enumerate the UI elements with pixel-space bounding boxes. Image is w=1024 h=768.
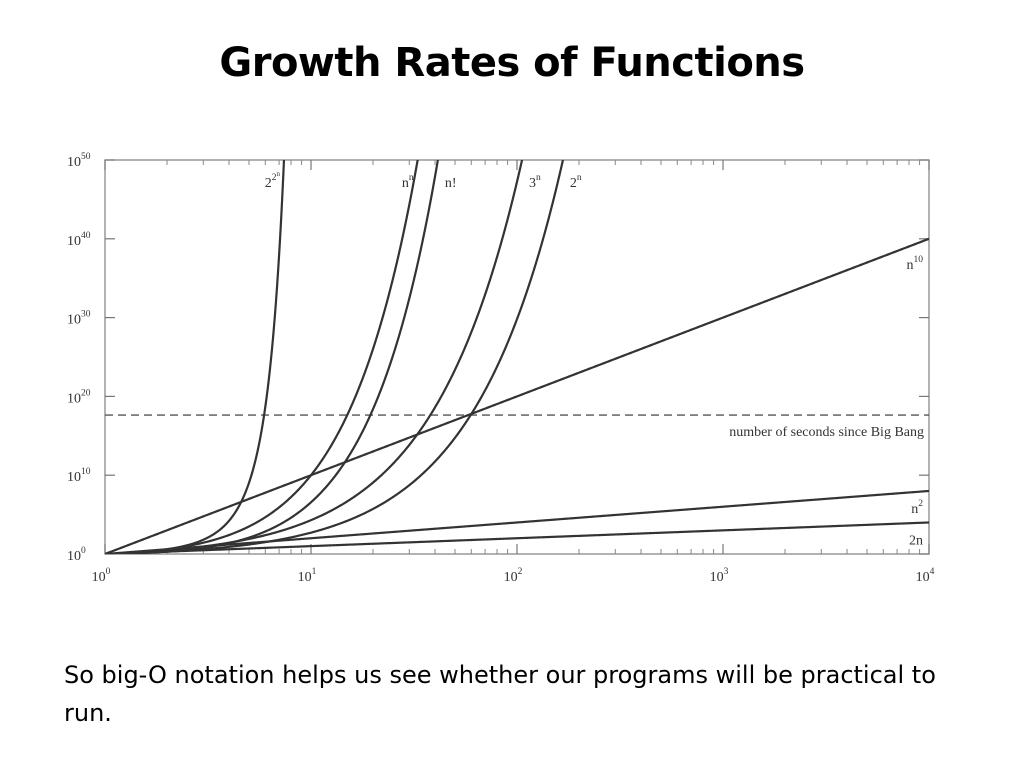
x-tick-label-4-base: 10 xyxy=(916,570,930,585)
series-label-lin2: 2n xyxy=(909,533,923,548)
x-tick-label-3: 103 xyxy=(710,567,729,585)
y-tick-label-20: 1020 xyxy=(67,388,91,406)
series-label-base-fact: n! xyxy=(445,176,457,191)
series-label-sup-n2: 2 xyxy=(918,499,923,509)
series-line-n10 xyxy=(105,237,929,554)
series-label-nn: nn xyxy=(402,173,414,191)
series-line-exp2 xyxy=(105,160,565,554)
y-tick-label-40: 1040 xyxy=(67,231,91,249)
x-tick-label-3-base: 10 xyxy=(710,570,724,585)
series-line-n2 xyxy=(105,489,929,554)
y-tick-label-30-base: 10 xyxy=(67,313,81,328)
reference-layer: number of seconds since Big Bang xyxy=(105,414,929,440)
y-tick-label-50-exp: 50 xyxy=(81,152,91,162)
y-tick-label-0-base: 10 xyxy=(67,549,81,564)
y-tick-label-30-exp: 30 xyxy=(81,310,91,320)
plot-frame xyxy=(104,159,930,555)
x-tick-label-2: 102 xyxy=(504,567,523,585)
x-tick-label-1-base: 10 xyxy=(298,570,312,585)
series-label-sup-exp3: n xyxy=(536,173,541,183)
x-tick-label-1-exp: 1 xyxy=(312,567,317,577)
series-label-sup-exp2: n xyxy=(577,173,582,183)
series-line-lin2 xyxy=(105,521,929,554)
x-tick-label-0-exp: 0 xyxy=(106,567,111,577)
series-label-base-exp2: 2 xyxy=(570,176,577,191)
y-tick-label-10-exp: 10 xyxy=(81,467,91,477)
y-tick-label-10: 1010 xyxy=(67,467,91,485)
series-curves xyxy=(105,160,929,554)
x-tick-label-0-base: 10 xyxy=(92,570,106,585)
series-label-base-exp3: 3 xyxy=(529,176,536,191)
y-tick-label-50-base: 10 xyxy=(67,155,81,170)
y-tick-label-50: 1050 xyxy=(67,152,91,170)
series-label-base-lin2: 2n xyxy=(909,533,923,548)
x-tick-label-4: 104 xyxy=(916,567,935,585)
series-line-nn xyxy=(105,160,419,554)
series-label-n10: n10 xyxy=(907,255,924,273)
x-tick-label-2-exp: 2 xyxy=(518,567,523,577)
x-tick-label-0: 100 xyxy=(92,567,111,585)
y-tick-label-40-base: 10 xyxy=(67,234,81,249)
x-tick-label-2-base: 10 xyxy=(504,570,518,585)
series-label-sup-n10: 10 xyxy=(914,255,924,265)
series-line-exp3 xyxy=(105,160,524,554)
series-label-sup-doubleexp: 2 xyxy=(272,173,277,183)
y-tick-label-30: 1030 xyxy=(67,310,91,328)
y-tick-label-40-exp: 40 xyxy=(81,231,91,241)
series-label-base-n2: n xyxy=(911,502,918,517)
x-tick-label-4-exp: 4 xyxy=(930,567,935,577)
slide-caption: So big-O notation helps us see whether o… xyxy=(64,661,936,727)
series-label-n2: n2 xyxy=(911,499,923,517)
series-label-exp3: 3n xyxy=(529,173,541,191)
y-tick-label-0-exp: 0 xyxy=(81,546,86,556)
series-label-doubleexp: 22n xyxy=(265,170,281,191)
reference-line-label: number of seconds since Big Bang xyxy=(729,425,924,440)
series-label-base-n10: n xyxy=(907,258,914,273)
series-label-sup2-doubleexp: n xyxy=(276,170,280,178)
x-tick-label-1: 101 xyxy=(298,567,317,585)
series-label-fact: n! xyxy=(445,176,457,191)
series-label-exp2: 2n xyxy=(570,173,582,191)
slide-title: Growth Rates of Functions xyxy=(219,40,805,86)
series-label-sup-nn: n xyxy=(409,173,414,183)
y-tick-label-10-base: 10 xyxy=(67,470,81,485)
y-tick-label-20-base: 10 xyxy=(67,391,81,406)
y-tick-label-20-exp: 20 xyxy=(81,388,91,398)
series-label-base-nn: n xyxy=(402,176,409,191)
series-label-base-doubleexp: 2 xyxy=(265,176,272,191)
series-line-doubleexp xyxy=(105,160,286,554)
x-tick-label-3-exp: 3 xyxy=(724,567,729,577)
y-tick-label-0: 100 xyxy=(67,546,86,564)
